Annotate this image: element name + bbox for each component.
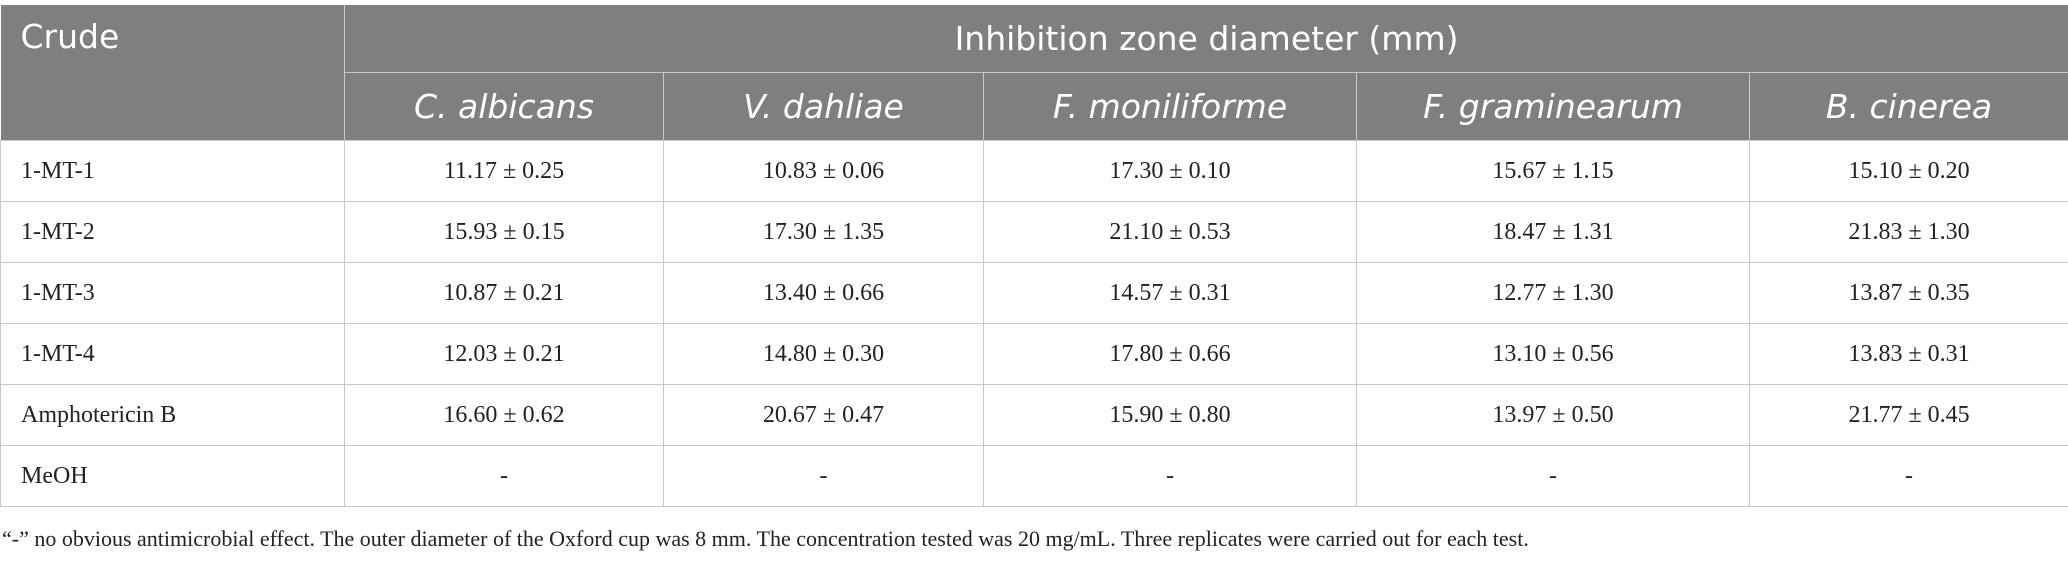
cell: - xyxy=(663,445,984,507)
table-row: 1-MT-3 10.87 ± 0.21 13.40 ± 0.66 14.57 ± 0.… xyxy=(0,262,2068,324)
cell: 12.77 ± 1.30 xyxy=(1356,262,1750,324)
column-header: B. cinerea xyxy=(1748,72,2068,141)
cell: 20.67 ± 0.47 xyxy=(663,384,984,446)
table-row: 1-MT-1 11.17 ± 0.25 10.83 ± 0.06 17.30 ± 0.… xyxy=(0,140,2068,202)
cell: - xyxy=(983,445,1357,507)
row-label: 1-MT-4 xyxy=(0,323,345,385)
cell: 18.47 ± 1.31 xyxy=(1356,201,1750,263)
cell: 17.30 ± 0.10 xyxy=(983,140,1357,202)
cell: 13.83 ± 0.31 xyxy=(1748,323,2068,385)
cell: - xyxy=(1356,445,1750,507)
table-row: Amphotericin B 16.60 ± 0.62 20.67 ± 0.47 15… xyxy=(0,384,2068,446)
column-header: V. dahliae xyxy=(663,72,984,141)
cell: - xyxy=(1748,445,2068,507)
cell: - xyxy=(344,445,664,507)
cell: 17.80 ± 0.66 xyxy=(983,323,1357,385)
row-label: 1-MT-1 xyxy=(0,140,345,202)
table-header: Crude Inhibition zone diameter (mm) C. a… xyxy=(0,5,2068,141)
footnote: “-” no obvious antimicrobial effect. The… xyxy=(2,526,1529,551)
row-label: 1-MT-2 xyxy=(0,201,345,263)
table-row: MeOH - - - - - xyxy=(0,445,2068,507)
cell: 11.17 ± 0.25 xyxy=(344,140,664,202)
column-header: C. albicans xyxy=(344,72,664,141)
cell: 15.90 ± 0.80 xyxy=(983,384,1357,446)
table-body: 1-MT-1 11.17 ± 0.25 10.83 ± 0.06 17.30 ± 0.… xyxy=(0,140,2068,507)
cell: 13.40 ± 0.66 xyxy=(663,262,984,324)
cell: 14.57 ± 0.31 xyxy=(983,262,1357,324)
cell: 15.93 ± 0.15 xyxy=(344,201,664,263)
cell: 12.03 ± 0.21 xyxy=(344,323,664,385)
cell: 13.87 ± 0.35 xyxy=(1748,262,2068,324)
cell: 21.10 ± 0.53 xyxy=(983,201,1357,263)
cell: 13.10 ± 0.56 xyxy=(1356,323,1750,385)
header-cell: Crude xyxy=(0,5,345,141)
cell: 21.77 ± 0.45 xyxy=(1748,384,2068,446)
cell: 15.10 ± 0.20 xyxy=(1748,140,2068,202)
table-row: 1-MT-2 15.93 ± 0.15 17.30 ± 1.35 21.10 ± 0.… xyxy=(0,201,2068,263)
cell: 14.80 ± 0.30 xyxy=(663,323,984,385)
cell: 10.87 ± 0.21 xyxy=(344,262,664,324)
cell: 16.60 ± 0.62 xyxy=(344,384,664,446)
row-label: Amphotericin B xyxy=(0,384,345,446)
table-row: 1-MT-4 12.03 ± 0.21 14.80 ± 0.30 17.80 ± 0.… xyxy=(0,323,2068,385)
row-label: MeOH xyxy=(0,445,345,507)
group-header: Inhibition zone diameter (mm) xyxy=(343,5,2068,73)
cell: 10.83 ± 0.06 xyxy=(663,140,984,202)
cell: 17.30 ± 1.35 xyxy=(663,201,984,263)
cell: 13.97 ± 0.50 xyxy=(1356,384,1750,446)
row-label: 1-MT-3 xyxy=(0,262,345,324)
cell: 15.67 ± 1.15 xyxy=(1356,140,1750,202)
column-header: F. graminearum xyxy=(1356,72,1750,141)
column-header: F. moniliforme xyxy=(983,72,1357,141)
cell: 21.83 ± 1.30 xyxy=(1748,201,2068,263)
results-table: Crude Inhibition zone diameter (mm) C. a… xyxy=(0,5,2068,507)
